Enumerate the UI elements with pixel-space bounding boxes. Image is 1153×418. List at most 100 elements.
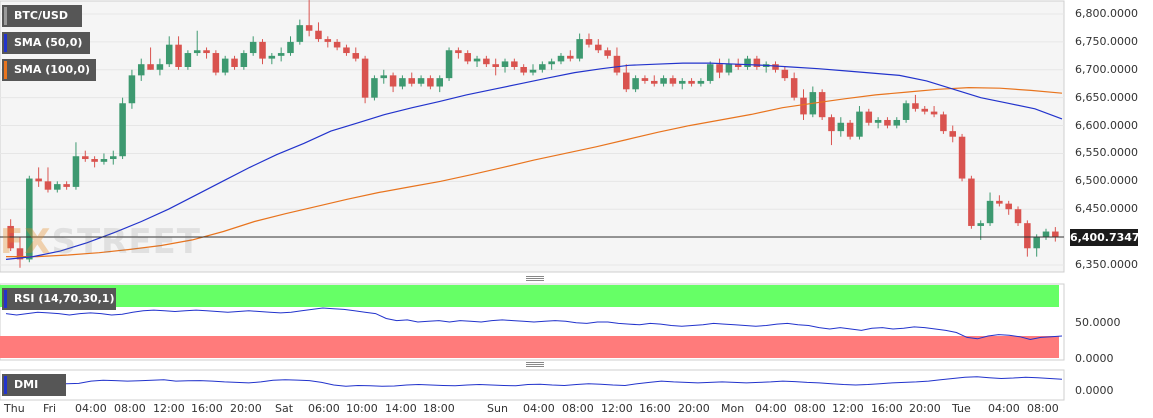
candle-body[interactable]: [884, 119, 891, 126]
candle-body[interactable]: [548, 61, 555, 65]
candle-body[interactable]: [968, 178, 975, 226]
candle-body[interactable]: [501, 61, 509, 67]
candle-body[interactable]: [912, 103, 919, 109]
candle-body[interactable]: [846, 122, 854, 137]
candle-body[interactable]: [996, 200, 1003, 204]
candle-body[interactable]: [641, 78, 649, 81]
candle-body[interactable]: [557, 55, 565, 62]
candle-body[interactable]: [54, 184, 61, 190]
candle-body[interactable]: [697, 80, 705, 84]
candle-body[interactable]: [529, 69, 537, 73]
candle-body[interactable]: [595, 44, 602, 51]
candle-body[interactable]: [296, 25, 304, 42]
candle-body[interactable]: [240, 53, 248, 67]
candle-body[interactable]: [408, 78, 416, 84]
candle-body[interactable]: [203, 50, 210, 54]
candle-body[interactable]: [1024, 223, 1031, 249]
candle-body[interactable]: [361, 58, 369, 98]
candle-body[interactable]: [902, 103, 910, 120]
instrument-label[interactable]: BTC/USD: [2, 5, 82, 27]
candle-body[interactable]: [688, 80, 695, 84]
candle-body[interactable]: [119, 103, 126, 157]
candle-body[interactable]: [706, 64, 714, 81]
dmi-legend[interactable]: DMI (14): [2, 374, 66, 413]
candle-body[interactable]: [455, 50, 462, 54]
panel-resize-handle-dmi[interactable]: [526, 362, 544, 367]
candle-body[interactable]: [977, 223, 984, 226]
candle-body[interactable]: [277, 53, 285, 56]
candle-body[interactable]: [147, 64, 154, 70]
candle-body[interactable]: [100, 159, 108, 162]
sma50-legend[interactable]: SMA (50,0): [2, 32, 90, 54]
candle-body[interactable]: [82, 156, 89, 160]
candle-body[interactable]: [632, 78, 639, 90]
candle-body[interactable]: [753, 58, 761, 67]
candle-body[interactable]: [949, 131, 956, 137]
candle-body[interactable]: [1042, 231, 1050, 238]
candle-body[interactable]: [333, 41, 341, 48]
candle-body[interactable]: [837, 122, 845, 132]
candle-body[interactable]: [650, 80, 658, 84]
panel-resize-handle-rsi[interactable]: [526, 276, 544, 281]
candle-body[interactable]: [175, 44, 182, 67]
candle-body[interactable]: [828, 117, 835, 132]
sma100-legend[interactable]: SMA (100,0): [2, 59, 96, 81]
candle-body[interactable]: [772, 64, 779, 70]
candle-body[interactable]: [660, 78, 667, 84]
candle-body[interactable]: [231, 58, 238, 67]
candle-body[interactable]: [315, 30, 322, 40]
candle-body[interactable]: [156, 64, 164, 70]
candle-body[interactable]: [623, 72, 630, 90]
candle-body[interactable]: [483, 58, 490, 65]
candle-body[interactable]: [110, 156, 117, 160]
candle-body[interactable]: [781, 69, 789, 79]
candle-body[interactable]: [958, 136, 966, 179]
candle-body[interactable]: [343, 47, 350, 54]
candle-body[interactable]: [63, 184, 70, 187]
candle-body[interactable]: [371, 78, 378, 98]
candle-body[interactable]: [324, 39, 332, 42]
candle-body[interactable]: [445, 50, 453, 79]
candle-body[interactable]: [790, 78, 798, 98]
candle-body[interactable]: [26, 178, 33, 260]
candle-body[interactable]: [800, 97, 807, 115]
candle-body[interactable]: [352, 53, 360, 59]
candle-body[interactable]: [184, 53, 192, 67]
candle-body[interactable]: [221, 58, 229, 73]
rsi-legend[interactable]: RSI (14,70,30,1): [2, 288, 116, 310]
candle-body[interactable]: [856, 111, 863, 137]
candle-body[interactable]: [436, 78, 443, 87]
candle-body[interactable]: [399, 78, 406, 87]
candle-body[interactable]: [669, 78, 677, 84]
candle-body[interactable]: [865, 111, 873, 123]
candle-body[interactable]: [520, 66, 527, 73]
candle-body[interactable]: [1014, 209, 1022, 224]
candle-body[interactable]: [1033, 237, 1040, 249]
candle-body[interactable]: [259, 41, 266, 59]
candle-body[interactable]: [744, 58, 751, 67]
candle-body[interactable]: [725, 64, 733, 73]
candle-body[interactable]: [128, 75, 136, 104]
candle-body[interactable]: [212, 53, 220, 73]
candle-body[interactable]: [427, 78, 434, 87]
candle-body[interactable]: [380, 75, 388, 79]
candle-body[interactable]: [576, 39, 583, 59]
candle-body[interactable]: [305, 25, 313, 31]
candle-body[interactable]: [464, 53, 471, 62]
candle-body[interactable]: [389, 75, 397, 87]
candle-body[interactable]: [193, 50, 201, 54]
candle-body[interactable]: [417, 78, 425, 84]
candle-body[interactable]: [986, 200, 994, 224]
candle-body[interactable]: [473, 58, 481, 62]
candle-body[interactable]: [818, 92, 826, 118]
candle-body[interactable]: [874, 119, 882, 123]
candle-body[interactable]: [539, 64, 546, 70]
candle-body[interactable]: [716, 64, 723, 73]
candle-body[interactable]: [492, 64, 499, 67]
candle-body[interactable]: [893, 119, 901, 126]
candle-body[interactable]: [921, 108, 929, 112]
candle-body[interactable]: [91, 159, 98, 162]
candle-body[interactable]: [268, 55, 276, 59]
